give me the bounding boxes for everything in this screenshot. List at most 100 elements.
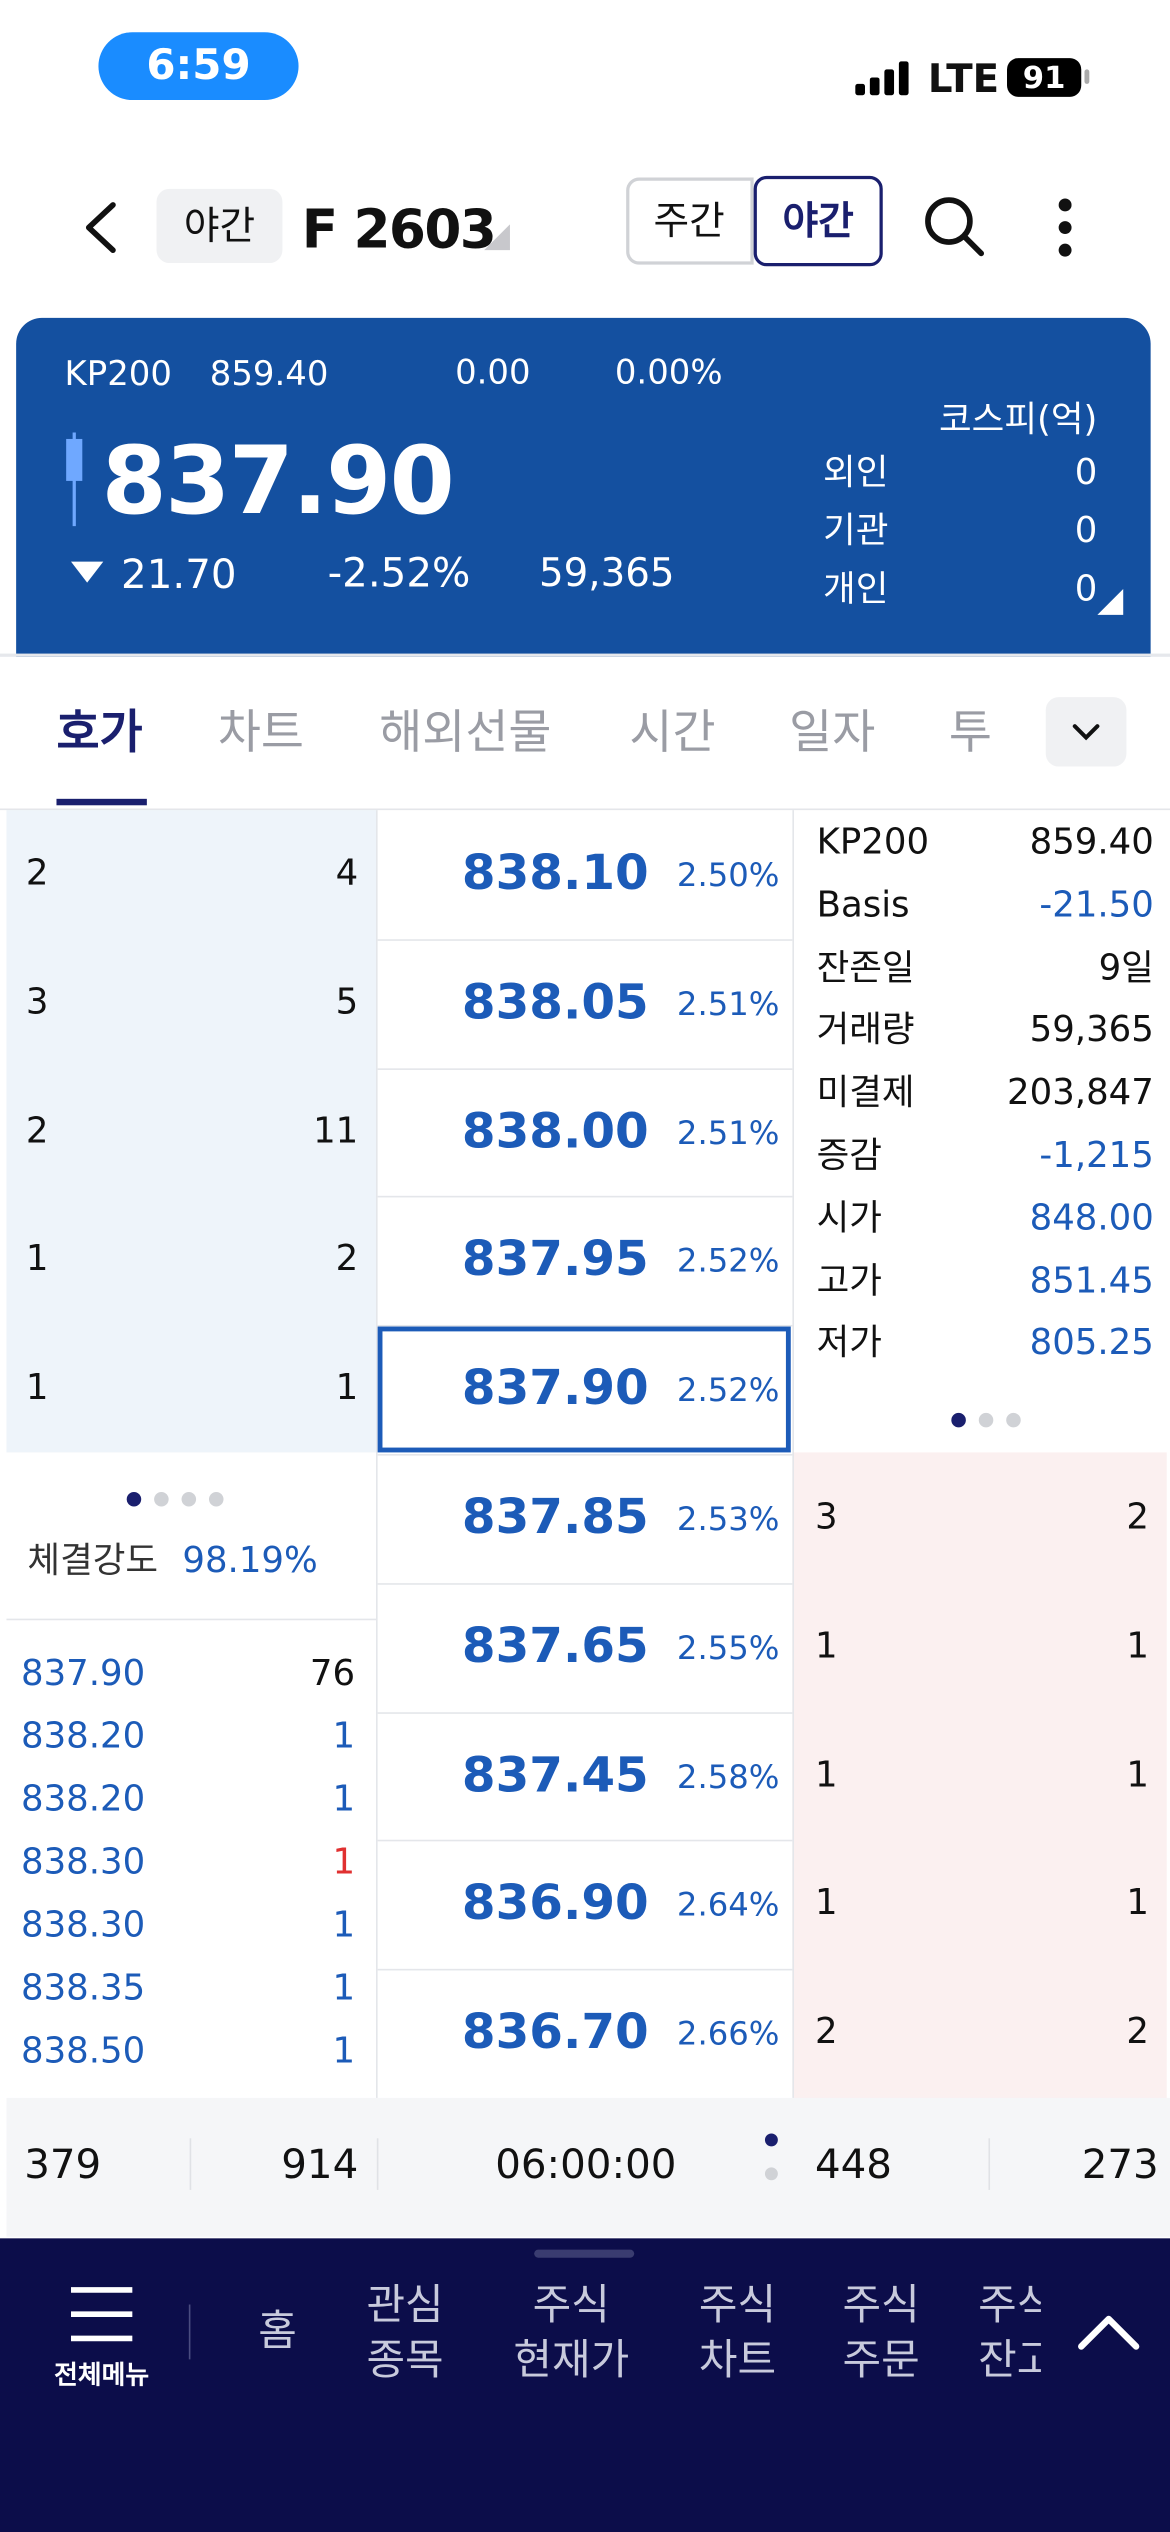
nav-item[interactable]: 주식 <box>532 2281 610 2331</box>
nav-item[interactable]: 잔고 <box>978 2336 1041 2386</box>
strength-value: 98.19% <box>182 1541 318 1582</box>
info-value: -21.50 <box>1039 885 1154 926</box>
order-rate: 2.58% <box>676 1756 780 1796</box>
menu-icon[interactable] <box>68 2285 136 2343</box>
divider <box>792 810 794 2098</box>
ask-quantity: 2 <box>335 1239 359 1281</box>
ask-count: 2 <box>25 853 49 894</box>
order-price[interactable]: 837.85 <box>461 1489 649 1546</box>
nav-item[interactable]: 주식 <box>842 2281 920 2331</box>
summary-card <box>16 317 1151 657</box>
trade-price: 838.30 <box>20 1842 146 1884</box>
ask-count: 3 <box>25 982 49 1023</box>
price-change: 21.70 <box>121 551 237 598</box>
tab-dropdown[interactable] <box>1045 697 1127 767</box>
ask-quantity: 4 <box>335 853 359 894</box>
status-network: LTE <box>927 56 1000 102</box>
scroll-top-button[interactable] <box>1076 2313 1141 2352</box>
order-rate: 2.51% <box>676 1112 780 1152</box>
battery-body <box>1007 58 1082 97</box>
toggle-night[interactable] <box>753 175 883 267</box>
bid-count: 2 <box>814 2012 838 2053</box>
down-arrow <box>71 561 104 583</box>
session-badge[interactable] <box>156 188 283 264</box>
toggle-night-label[interactable]: 야간 <box>782 198 854 244</box>
nav-item[interactable]: 주문 <box>842 2336 920 2386</box>
row-divider <box>377 1067 793 1070</box>
more-button[interactable] <box>1055 197 1074 258</box>
info-value: 851.45 <box>1029 1261 1154 1302</box>
info-label: 미결제 <box>816 1073 915 1114</box>
tab[interactable]: 일자 <box>789 704 876 760</box>
info-value: 9일 <box>1098 948 1154 989</box>
order-price[interactable]: 837.45 <box>461 1746 649 1804</box>
nav-item[interactable]: 홈 <box>258 2307 297 2357</box>
order-price[interactable]: 836.70 <box>461 2004 649 2061</box>
bid-count: 1 <box>814 1755 838 1796</box>
toggle-day-label[interactable]: 주간 <box>653 198 725 244</box>
total: 273 <box>1081 2140 1159 2188</box>
trade-price: 837.90 <box>20 1654 146 1695</box>
info-label: 시가 <box>816 1198 882 1240</box>
bid-quantity: 2 <box>1126 2012 1150 2053</box>
nav-item[interactable]: 주식 <box>978 2281 1041 2331</box>
nav-item[interactable]: 차트 <box>698 2336 777 2386</box>
session-badge-label[interactable]: 야간 <box>183 203 256 249</box>
order-price[interactable]: 838.00 <box>461 1103 649 1160</box>
nav-divider <box>188 2304 191 2360</box>
nav-handle <box>534 2249 635 2258</box>
investor-name: 기관 <box>823 511 889 552</box>
menu-label[interactable]: 전체메뉴 <box>54 2359 150 2391</box>
toggle-day[interactable] <box>626 177 754 265</box>
tab[interactable]: 차트 <box>217 704 304 760</box>
order-price[interactable]: 838.05 <box>461 974 649 1031</box>
ask-count: 1 <box>25 1368 49 1409</box>
trade-quantity: 1 <box>332 1905 356 1947</box>
order-rate: 2.51% <box>676 983 780 1023</box>
row-divider <box>377 1711 793 1714</box>
trade-price: 838.20 <box>20 1780 146 1821</box>
order-price[interactable]: 837.95 <box>461 1231 649 1289</box>
divider <box>376 810 378 2098</box>
nav-item[interactable]: 종목 <box>366 2336 444 2386</box>
symbol-dropdown[interactable] <box>484 224 510 251</box>
info-label: 고가 <box>816 1261 882 1302</box>
volume: 59,365 <box>539 550 675 596</box>
order-price[interactable]: 837.90 <box>461 1360 649 1418</box>
order-price[interactable]: 837.65 <box>461 1618 649 1675</box>
info-value: 59,365 <box>1029 1010 1154 1052</box>
nav-item[interactable]: 현재가 <box>513 2336 630 2386</box>
divider <box>0 808 1170 811</box>
order-rate: 2.52% <box>676 1370 780 1409</box>
tab[interactable]: 호가 <box>56 704 143 760</box>
tab[interactable]: 시간 <box>629 704 716 760</box>
index-value: 859.40 <box>209 354 329 393</box>
investor-value: 0 <box>1074 453 1098 494</box>
search-button[interactable] <box>921 194 986 259</box>
info-label: 잔존일 <box>816 948 915 989</box>
row-divider <box>377 1969 793 1971</box>
pager-dots <box>951 1412 1021 1428</box>
nav-item[interactable]: 관심 <box>366 2281 444 2331</box>
info-label: Basis <box>816 885 910 926</box>
row-divider <box>377 1582 793 1585</box>
row-divider <box>377 938 793 941</box>
bid-background <box>792 1452 1167 2098</box>
bid-count: 1 <box>814 1883 838 1925</box>
totals-dividers <box>189 2133 991 2190</box>
back-button[interactable] <box>81 200 120 255</box>
info-value: -1,215 <box>1039 1136 1154 1177</box>
total: 448 <box>814 2140 892 2188</box>
status-time: 6:59 <box>146 41 251 91</box>
tab[interactable]: 투 <box>948 704 992 760</box>
index-change: 0.00 <box>455 352 531 392</box>
nav-item[interactable]: 주식 <box>698 2281 777 2331</box>
candle-icon <box>66 432 83 527</box>
ask-background <box>6 810 377 1453</box>
order-rate: 2.50% <box>676 855 780 894</box>
tab[interactable]: 해외선물 <box>379 704 552 760</box>
order-price[interactable]: 838.10 <box>461 845 649 902</box>
order-price[interactable]: 836.90 <box>461 1875 649 1933</box>
trade-quantity: 1 <box>332 1968 356 2010</box>
